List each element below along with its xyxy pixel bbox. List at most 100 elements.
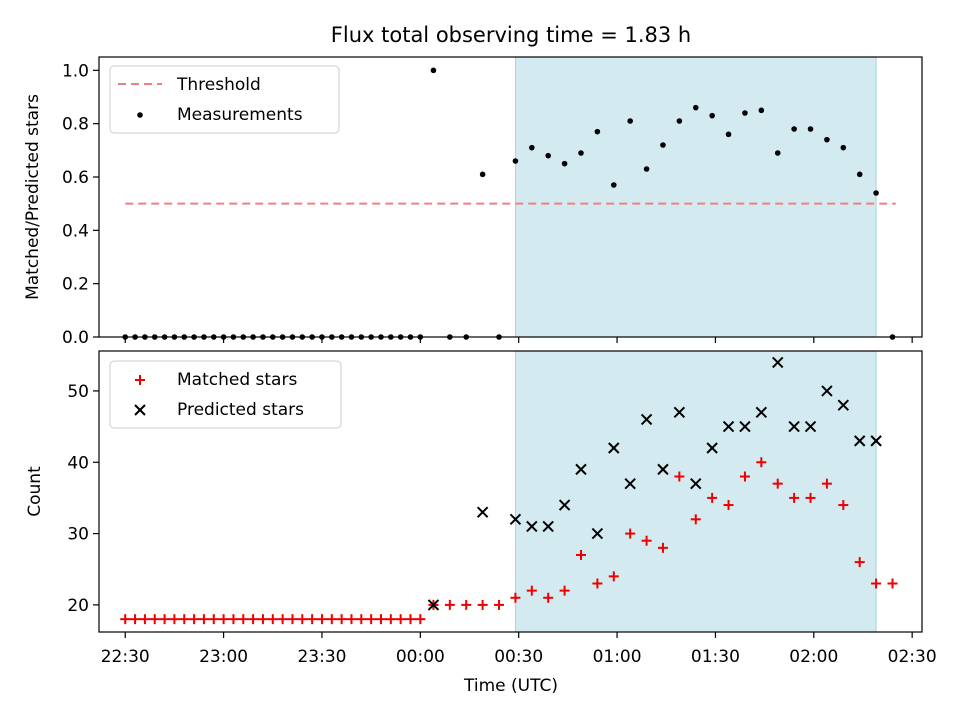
matched-star-point xyxy=(277,614,288,625)
predicted-star-point xyxy=(821,385,833,397)
legend-matched-swatch xyxy=(135,375,145,385)
matched-star-point xyxy=(307,614,318,625)
matched-star-point xyxy=(375,614,386,625)
matched-star-point xyxy=(854,557,865,568)
measurement-point xyxy=(529,144,535,151)
matched-star-point xyxy=(887,578,898,589)
matched-star-point xyxy=(543,592,554,603)
predicted-star-point xyxy=(853,435,866,447)
x-tick-label: 23:00 xyxy=(199,647,248,667)
predicted-star-point xyxy=(640,413,653,426)
measurement-point xyxy=(643,166,650,172)
matched-star-point xyxy=(756,457,767,468)
predicted-star-point xyxy=(476,506,489,518)
matched-star-point xyxy=(179,614,190,625)
legend-threshold-label: Threshold xyxy=(176,75,261,95)
matched-star-point xyxy=(789,492,800,503)
predicted-star-point xyxy=(690,477,702,490)
matched-star-point xyxy=(159,614,170,625)
matched-star-point xyxy=(444,599,455,610)
count-legend: Matched stars Predicted stars xyxy=(109,360,342,429)
count-y-ticks: 20 30 40 50 xyxy=(67,382,99,616)
legend-measurements-swatch xyxy=(137,112,143,118)
x-tick-label: 00:30 xyxy=(494,647,543,667)
matched-star-point xyxy=(772,478,783,489)
matched-star-point xyxy=(287,614,298,625)
measurement-point xyxy=(594,128,601,135)
x-tick-label: 02:30 xyxy=(888,647,937,667)
measurement-point xyxy=(676,118,683,124)
ratio-x-ticks xyxy=(124,337,913,343)
predicted-star-point xyxy=(575,463,587,476)
measurement-point xyxy=(791,126,797,132)
predicted-star-point xyxy=(788,420,800,433)
matched-star-point xyxy=(248,614,259,625)
chart-title: Flux total observing time = 1.83 h xyxy=(331,23,691,47)
matched-star-point xyxy=(494,599,505,610)
matched-star-point xyxy=(366,614,377,625)
matched-star-point xyxy=(189,614,200,625)
ratio-legend-box xyxy=(109,65,340,134)
y-tick-label: 1.0 xyxy=(62,61,89,81)
measurement-point xyxy=(479,171,486,178)
matched-star-point xyxy=(739,471,750,482)
matched-star-point xyxy=(510,592,521,603)
matched-star-point xyxy=(821,478,832,489)
matched-star-point xyxy=(336,614,347,625)
predicted-star-point xyxy=(542,520,554,533)
matched-star-point xyxy=(608,571,619,582)
measurement-point xyxy=(824,136,830,143)
ratio-y-axis-label: Matched/Predicted stars xyxy=(23,94,43,300)
ratio-panel: Flux total observing time = 1.83 h 0.00.… xyxy=(23,23,923,348)
measurement-point xyxy=(742,110,748,116)
measurement-point xyxy=(692,104,699,111)
measurement-point xyxy=(807,126,814,132)
measurement-point xyxy=(774,150,781,156)
count-y-axis-label: Count xyxy=(25,466,45,517)
measurement-point xyxy=(610,182,617,188)
ratio-y-ticks: 0.0 0.2 0.4 0.6 0.8 1.0 xyxy=(62,61,99,348)
measurement-point xyxy=(512,158,519,164)
matched-star-point xyxy=(257,614,268,625)
matched-star-point xyxy=(461,599,472,610)
matched-star-point xyxy=(526,585,537,596)
predicted-star-point xyxy=(739,420,751,433)
matched-star-point xyxy=(267,614,278,625)
matched-star-point xyxy=(297,614,308,625)
observing-window-highlight xyxy=(514,350,877,633)
y-tick-label: 0.2 xyxy=(62,275,89,295)
matched-star-point xyxy=(208,614,219,625)
observing-window-highlight xyxy=(514,56,877,338)
measurement-point xyxy=(430,67,437,74)
matched-star-point xyxy=(707,492,718,503)
y-tick-label: 50 xyxy=(67,382,89,402)
matched-star-point xyxy=(690,514,701,525)
y-tick-label: 0.6 xyxy=(62,168,89,188)
predicted-star-point xyxy=(837,399,850,411)
y-tick-label: 0.8 xyxy=(62,115,89,135)
matched-star-point xyxy=(149,614,160,625)
ratio-axes-frame xyxy=(98,56,923,338)
matched-star-point xyxy=(674,471,685,482)
matched-star-point xyxy=(592,578,603,589)
predicted-star-point xyxy=(509,513,522,526)
measurement-point xyxy=(578,150,584,156)
matched-star-point xyxy=(346,614,357,625)
predicted-star-point xyxy=(673,406,686,419)
predicted-star-point xyxy=(870,435,882,447)
measurement-point xyxy=(627,118,633,124)
predicted-star-point xyxy=(526,520,538,533)
x-tick-label: 23:30 xyxy=(297,647,346,667)
measurement-point xyxy=(856,171,863,178)
matched-star-point xyxy=(120,614,131,625)
measurement-point xyxy=(840,144,847,151)
y-tick-label: 0.4 xyxy=(62,221,89,241)
matched-star-point xyxy=(415,614,426,625)
y-tick-label: 30 xyxy=(67,525,89,545)
x-tick-label: 01:30 xyxy=(691,647,740,667)
matched-star-point xyxy=(169,614,180,625)
matched-star-point xyxy=(356,614,367,625)
measurement-point xyxy=(758,107,765,114)
predicted-star-point xyxy=(722,420,735,433)
